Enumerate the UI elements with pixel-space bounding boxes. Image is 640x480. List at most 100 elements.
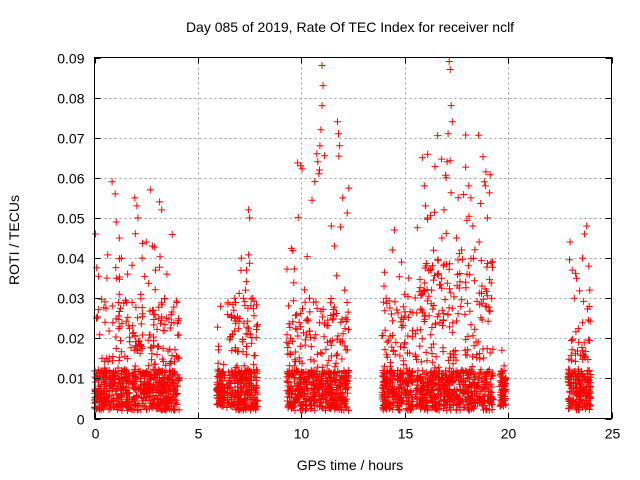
data-point bbox=[473, 354, 481, 362]
data-point bbox=[476, 368, 484, 376]
data-point bbox=[445, 404, 453, 412]
data-point bbox=[381, 399, 389, 407]
data-point bbox=[402, 392, 410, 400]
data-point bbox=[416, 342, 424, 350]
x-tick-label: 25 bbox=[605, 426, 621, 442]
data-point bbox=[399, 357, 407, 365]
data-point bbox=[109, 385, 117, 392]
y-tick-label: 0.04 bbox=[57, 251, 84, 267]
data-point bbox=[467, 366, 475, 374]
data-point bbox=[323, 361, 331, 369]
data-point bbox=[145, 279, 153, 287]
data-point bbox=[396, 352, 404, 360]
data-point bbox=[114, 402, 122, 410]
data-point bbox=[297, 309, 305, 317]
data-point bbox=[161, 321, 169, 329]
data-point bbox=[568, 346, 576, 354]
data-point bbox=[429, 340, 437, 348]
data-point bbox=[337, 223, 345, 231]
data-point bbox=[306, 327, 314, 335]
data-point bbox=[143, 381, 151, 389]
data-point bbox=[450, 368, 457, 376]
data-point bbox=[243, 323, 251, 331]
data-point bbox=[159, 406, 167, 414]
data-point bbox=[156, 198, 164, 206]
data-point bbox=[472, 400, 479, 408]
data-point bbox=[449, 360, 457, 368]
data-point bbox=[117, 337, 124, 345]
data-point bbox=[391, 298, 399, 306]
data-point bbox=[95, 272, 103, 280]
data-point bbox=[464, 388, 471, 396]
data-point bbox=[481, 285, 489, 293]
data-point bbox=[574, 377, 582, 384]
data-point bbox=[469, 222, 477, 230]
data-point bbox=[324, 321, 332, 329]
data-point bbox=[425, 381, 433, 389]
data-point bbox=[423, 387, 431, 395]
data-point bbox=[324, 388, 332, 395]
data-point bbox=[155, 343, 162, 351]
data-point bbox=[344, 389, 351, 397]
data-point bbox=[439, 348, 447, 356]
data-point bbox=[464, 346, 472, 354]
data-point bbox=[173, 383, 181, 391]
data-point bbox=[417, 291, 425, 299]
data-point bbox=[164, 347, 172, 355]
data-point bbox=[486, 307, 494, 315]
data-point bbox=[96, 331, 104, 339]
data-point bbox=[583, 222, 591, 230]
data-point bbox=[242, 286, 249, 294]
data-point bbox=[300, 368, 308, 376]
data-point bbox=[462, 131, 470, 139]
data-point bbox=[421, 202, 429, 210]
data-point bbox=[418, 154, 426, 162]
data-point bbox=[394, 393, 402, 401]
data-point bbox=[471, 325, 479, 333]
data-point bbox=[456, 369, 464, 377]
data-point bbox=[245, 251, 253, 259]
data-point bbox=[101, 318, 109, 326]
data-point bbox=[144, 370, 152, 378]
data-point bbox=[137, 295, 145, 303]
data-point bbox=[313, 150, 321, 158]
data-point bbox=[94, 404, 102, 412]
data-point bbox=[418, 367, 426, 375]
data-point bbox=[154, 400, 161, 408]
data-point bbox=[431, 272, 439, 280]
data-point bbox=[406, 405, 414, 413]
data-point bbox=[131, 362, 139, 370]
data-point bbox=[332, 377, 339, 385]
data-point bbox=[565, 378, 573, 386]
data-point bbox=[389, 317, 397, 325]
data-point bbox=[444, 130, 452, 138]
data-point bbox=[311, 178, 319, 186]
data-point bbox=[310, 298, 318, 306]
axis-ticks bbox=[94, 57, 613, 420]
data-point bbox=[485, 366, 493, 374]
data-point bbox=[158, 313, 166, 321]
data-point bbox=[338, 389, 346, 396]
data-point bbox=[284, 344, 292, 352]
data-point bbox=[379, 404, 387, 412]
data-point bbox=[318, 380, 326, 388]
data-point bbox=[428, 350, 436, 358]
data-point bbox=[327, 222, 335, 230]
data-point bbox=[398, 384, 406, 392]
data-point bbox=[170, 380, 178, 388]
data-point bbox=[315, 395, 323, 403]
plot-frame bbox=[94, 57, 612, 419]
data-point bbox=[586, 317, 594, 325]
data-point bbox=[307, 343, 315, 351]
data-point bbox=[215, 342, 223, 350]
data-point bbox=[232, 319, 240, 327]
data-point bbox=[417, 358, 425, 366]
data-point bbox=[151, 286, 159, 294]
data-point bbox=[232, 364, 240, 371]
data-point bbox=[144, 336, 152, 344]
data-point bbox=[167, 319, 175, 327]
data-point bbox=[138, 397, 146, 405]
data-point bbox=[329, 306, 337, 313]
data-point bbox=[242, 398, 250, 406]
data-point bbox=[119, 367, 127, 375]
